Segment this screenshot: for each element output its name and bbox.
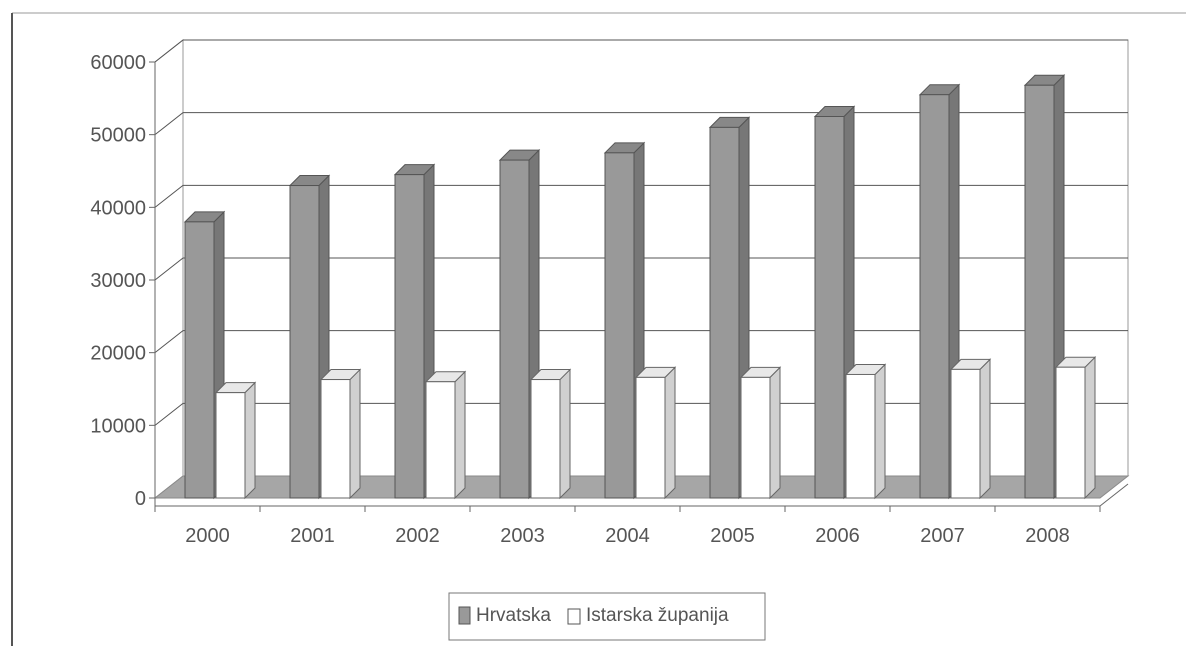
bar-front (320, 379, 351, 499)
x-tick-label: 2003 (500, 525, 545, 547)
bar-istarska-2004 (634, 366, 677, 500)
bar-side (559, 368, 571, 500)
gridline (154, 184, 1128, 208)
bar-front (1055, 366, 1086, 499)
bar-front (950, 368, 981, 499)
y-tick-label: 10000 (90, 415, 146, 437)
bar-side (349, 368, 361, 500)
y-tick-label: 60000 (90, 52, 146, 74)
bar-front (425, 381, 456, 499)
gridline (154, 257, 1128, 281)
y-axis: 0 10000 20000 30000 40000 50000 60000 (90, 52, 156, 510)
bar-front (530, 379, 561, 499)
bar-side (454, 370, 466, 500)
bar-front (845, 373, 876, 499)
legend-box (448, 592, 766, 641)
x-tick-label: 2000 (185, 525, 230, 547)
bar-front (919, 94, 950, 499)
bar-istarska-2003 (529, 368, 572, 500)
bar-side (769, 366, 781, 500)
x-tick-label: 2008 (1025, 525, 1070, 547)
bar-side (1084, 355, 1096, 500)
x-axis: 2000 2001 2002 2003 2004 2005 2006 2007 2008 (154, 483, 1129, 547)
gridline (154, 402, 1128, 426)
bar-istarska-2001 (319, 368, 362, 500)
legend-label-hrvatska: Hrvatska (476, 605, 551, 626)
x-tick-label: 2004 (605, 525, 650, 547)
bar-istarska-2007 (949, 358, 992, 500)
bar-front (740, 376, 771, 499)
y-tick-label: 0 (135, 488, 146, 510)
bar-front (394, 174, 425, 499)
bar-front (604, 152, 635, 499)
x-axis-depth-line (1099, 483, 1129, 507)
legend-swatch-istarska (567, 608, 581, 625)
bar-istarska-2000 (214, 381, 257, 500)
bar-istarska-2002 (424, 370, 467, 500)
y-tick-label: 20000 (90, 343, 146, 365)
bar-side (979, 358, 991, 500)
y-tick-label: 40000 (90, 197, 146, 219)
x-tick-label: 2007 (920, 525, 965, 547)
bar-side (874, 363, 886, 500)
bar-front (709, 126, 740, 499)
bar-front (215, 392, 246, 499)
gridlines (154, 39, 1128, 426)
bar-istarska-2006 (844, 363, 887, 500)
bar-side (664, 366, 676, 500)
bar-front (289, 185, 320, 499)
bar-front (499, 159, 530, 499)
bar-istarska-2005 (739, 366, 782, 500)
legend-swatch-hrvatska (458, 606, 471, 625)
y-tick-label: 50000 (90, 125, 146, 147)
legend: Hrvatska Istarska županija (448, 592, 766, 641)
bar-front (635, 376, 666, 499)
legend-label-istarska: Istarska županija (586, 605, 729, 626)
bar-istarska-2008 (1054, 355, 1097, 500)
bar-side (244, 381, 256, 500)
bars (183, 74, 1097, 500)
y-tick-label: 30000 (90, 270, 146, 292)
x-tick-label: 2005 (710, 525, 755, 547)
gridline (154, 330, 1128, 354)
bar-front (184, 221, 215, 499)
x-tick-label: 2001 (290, 525, 335, 547)
x-tick-label: 2002 (395, 525, 440, 547)
x-tick-label: 2006 (815, 525, 860, 547)
gridline (154, 39, 1128, 63)
bar-front (1024, 84, 1055, 499)
gridline (154, 112, 1128, 136)
bar-front (814, 116, 845, 499)
